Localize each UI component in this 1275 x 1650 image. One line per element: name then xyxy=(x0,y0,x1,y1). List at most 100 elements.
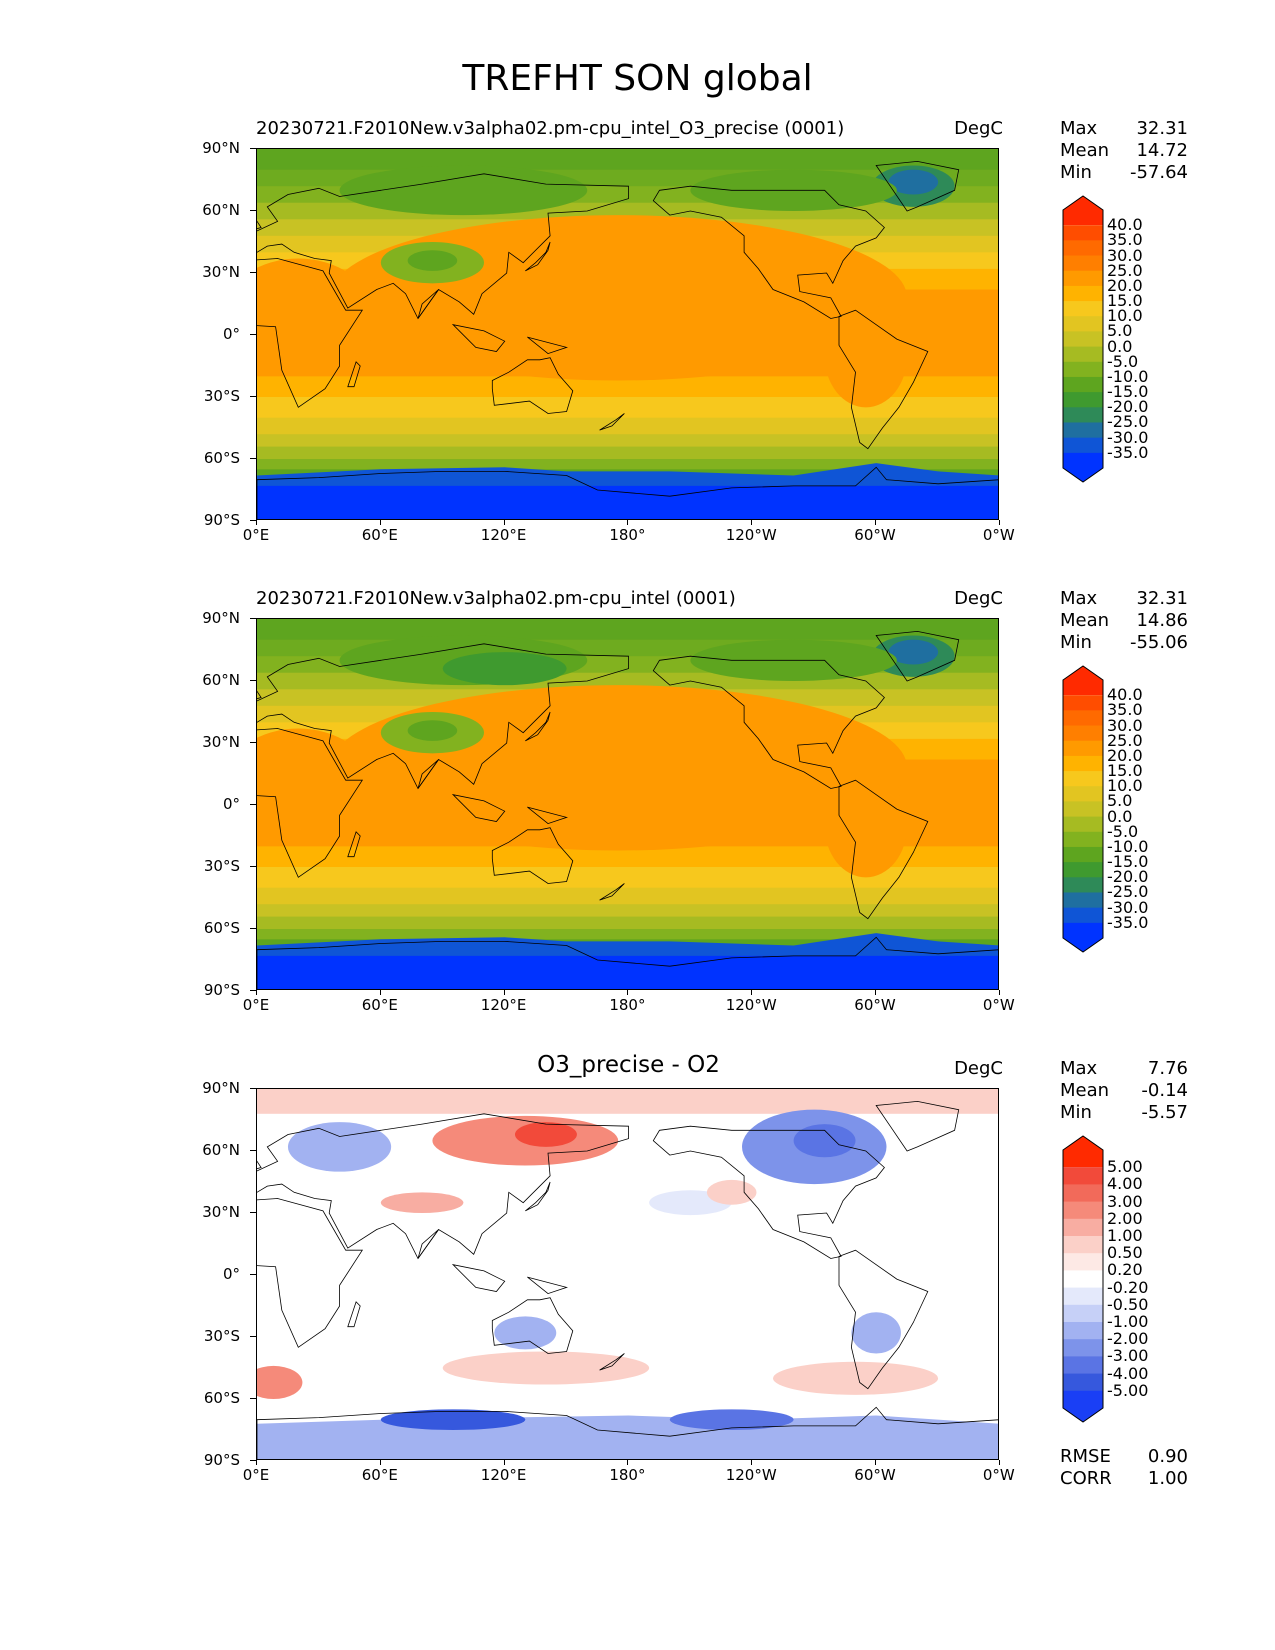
lat-tick-label: 60°N xyxy=(202,1141,240,1159)
colorbar-tick-label: 5.00 xyxy=(1107,1157,1143,1177)
colorbar-tick-label: -10.0 xyxy=(1107,836,1149,856)
map-plot xyxy=(256,148,999,520)
colorbar-cell xyxy=(1063,1167,1103,1185)
lat-tick xyxy=(250,804,256,805)
lon-tick xyxy=(875,990,876,995)
colorbar-cell xyxy=(1063,846,1103,863)
greenland-core xyxy=(888,639,939,665)
lat-tick xyxy=(250,458,256,459)
lon-tick xyxy=(751,1460,753,1465)
coastline-madagascar xyxy=(347,831,361,858)
colorbar-tick-label: -5.0 xyxy=(1107,351,1139,371)
southern-ocean-band xyxy=(257,933,998,956)
colorbar-cell xyxy=(1063,725,1103,742)
lat-tick xyxy=(250,618,256,619)
lon-tick xyxy=(379,990,381,995)
samerica-cool xyxy=(851,1312,901,1354)
lat-tick xyxy=(250,334,256,335)
colorbar-cell xyxy=(1063,225,1103,241)
min-value: -5.57 xyxy=(1141,1102,1188,1123)
coastline-newguinea xyxy=(527,336,569,355)
southern-ocean-band xyxy=(257,463,998,486)
gulf-warm xyxy=(766,256,842,298)
coastline-arabiaInd xyxy=(417,1229,439,1259)
coastline-antarctica xyxy=(257,466,998,519)
colorbar-cell xyxy=(1063,862,1103,878)
lon-tick xyxy=(751,990,753,995)
colorbar-tick-label: -20.0 xyxy=(1107,397,1149,417)
colorbar-cell xyxy=(1063,831,1103,848)
colorbar-tick-label: -5.0 xyxy=(1107,821,1139,841)
colorbar-cell xyxy=(1063,376,1103,393)
lat-tick xyxy=(250,1336,256,1337)
lat-tick-label: 90°S xyxy=(203,981,240,999)
australia-cool xyxy=(494,1316,557,1350)
lat-tick-label: 0° xyxy=(222,325,240,343)
max-value: 32.31 xyxy=(1136,588,1188,609)
rmse-label: RMSE xyxy=(1060,1446,1111,1467)
colorbar-tick-label: 0.0 xyxy=(1107,336,1133,356)
min-value: -57.64 xyxy=(1129,162,1188,183)
temperature-band xyxy=(257,397,998,419)
colorbar-tick-label: 5.0 xyxy=(1107,791,1133,811)
coastline-antarctica xyxy=(257,936,998,989)
colorbar xyxy=(1062,1135,1104,1423)
colorbar-tick-label: -20.0 xyxy=(1107,867,1149,887)
mean-value: 14.72 xyxy=(1136,140,1188,161)
mean-label: Mean xyxy=(1060,610,1110,631)
lat-tick xyxy=(250,272,256,273)
warm-pool xyxy=(329,215,908,381)
min-value: -55.06 xyxy=(1129,632,1188,653)
max-label: Max xyxy=(1060,588,1098,609)
antarctic-cool-core xyxy=(380,1409,526,1430)
coastline-africa xyxy=(257,728,364,878)
colorbar-cell xyxy=(1063,740,1103,757)
lon-tick xyxy=(503,1460,505,1465)
coastline-eurasia xyxy=(257,1113,629,1260)
lon-tick-label: 0°W xyxy=(982,996,1015,1014)
coastline-eurasia xyxy=(257,173,629,320)
colorbar-cell xyxy=(1063,1201,1103,1220)
corr-value: 1.00 xyxy=(1147,1468,1188,1489)
mean-value: 14.86 xyxy=(1136,610,1188,631)
temperature-band xyxy=(257,459,998,470)
africa-warm xyxy=(257,258,371,362)
colorbar-tick-label: 1.00 xyxy=(1107,1226,1143,1245)
colorbar-cell xyxy=(1063,1218,1103,1237)
max-value: 7.76 xyxy=(1147,1058,1188,1079)
colorbar-tick-label: 10.0 xyxy=(1107,306,1143,326)
lat-tick xyxy=(250,742,256,743)
colorbar-cell xyxy=(1063,877,1103,894)
stats-box: Max 32.31 Mean 14.72 Min -57.64 xyxy=(1060,118,1188,184)
stats-box: Max 32.31 Mean 14.86 Min -55.06 xyxy=(1060,588,1188,654)
coastline-arabiaInd xyxy=(417,759,439,789)
southern-warm xyxy=(442,1351,650,1385)
lat-tick xyxy=(250,1150,256,1151)
colorbar-tick-label: 25.0 xyxy=(1107,260,1143,280)
colorbar-cell xyxy=(1063,801,1103,818)
africa-warm xyxy=(257,728,371,832)
antarctic-cold xyxy=(257,953,998,989)
colorbar-tick-label: 0.20 xyxy=(1107,1260,1143,1280)
lon-tick-label: 60°W xyxy=(854,526,896,544)
lat-tick xyxy=(250,1274,256,1275)
colorbar-cell xyxy=(1063,1304,1103,1323)
colorbar-tick-label: -10.0 xyxy=(1107,366,1149,386)
antarctic-cold xyxy=(257,483,998,519)
stats-box: Max 7.76 Mean -0.14 Min -5.57 xyxy=(1060,1058,1188,1124)
colorbar-cell xyxy=(1063,255,1103,272)
lat-tick-label: 60°S xyxy=(203,449,240,467)
colorbar-tick-label: -0.50 xyxy=(1107,1294,1149,1314)
temperature-band xyxy=(257,417,998,435)
lat-tick-label: 60°S xyxy=(203,919,240,937)
colorbar-tick-label: -2.00 xyxy=(1107,1329,1149,1349)
coastline-greenland xyxy=(875,160,960,212)
amazon-warm xyxy=(824,774,908,878)
temperature-band xyxy=(257,887,998,905)
colorbar-cell xyxy=(1063,346,1103,363)
coastline-eurasia xyxy=(257,643,629,790)
tibet-core xyxy=(407,250,458,271)
lat-tick xyxy=(250,148,256,149)
coastline-arabiaInd xyxy=(417,289,439,319)
lon-tick xyxy=(627,520,629,525)
